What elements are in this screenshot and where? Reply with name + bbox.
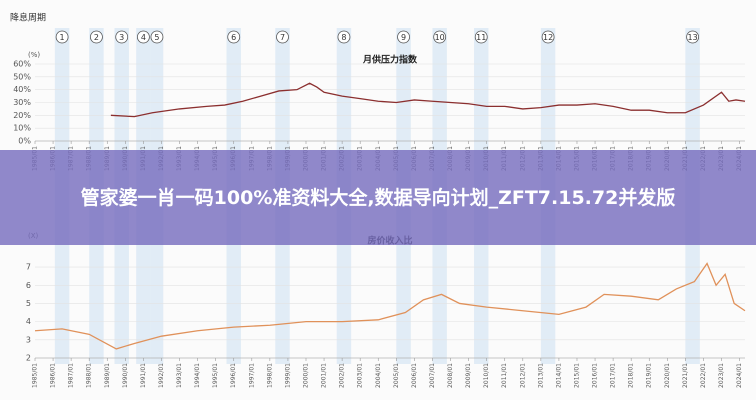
cycle-marker bbox=[541, 30, 555, 44]
cycle-marker bbox=[474, 30, 488, 44]
y-tick-label: 30% bbox=[13, 98, 31, 107]
x-tick-label: 2021/01 bbox=[682, 363, 689, 388]
banner: 管家婆一肖一码100%准资料大全,数据导向计划_ZFT7.15.72并发版 bbox=[0, 150, 756, 245]
cycle-number: 4 bbox=[141, 33, 146, 42]
cycle-marker bbox=[397, 30, 410, 44]
x-tick-label: 1990/01 bbox=[122, 363, 129, 388]
y-tick-label: 4 bbox=[26, 317, 31, 326]
cycle-number: 6 bbox=[231, 33, 236, 42]
cycle-marker bbox=[150, 30, 164, 44]
x-tick-label: 2007/01 bbox=[429, 363, 436, 388]
x-tick-label: 2006/01 bbox=[411, 363, 418, 388]
x-tick-label: 2001/01 bbox=[321, 363, 328, 388]
x-tick-label: 2010/01 bbox=[483, 363, 490, 388]
cycle-marker bbox=[55, 30, 69, 44]
y-tick-label: 50% bbox=[13, 72, 31, 81]
cycle-marker bbox=[90, 30, 103, 44]
x-tick-label: 2017/01 bbox=[610, 363, 617, 388]
cycle-marker bbox=[686, 30, 700, 44]
x-tick-label: 2008/01 bbox=[447, 363, 454, 388]
x-tick-label: 2011/01 bbox=[501, 363, 508, 388]
line bbox=[110, 82, 746, 118]
x-tick-label: 2013/01 bbox=[537, 363, 544, 388]
x-tick-label: 1996/01 bbox=[230, 363, 237, 388]
x-tick-label: 1999/01 bbox=[284, 363, 291, 388]
x-tick-label: 2016/01 bbox=[592, 363, 599, 388]
banner-text: 管家婆一肖一码100%准资料大全,数据导向计划_ZFT7.15.72并发版 bbox=[80, 186, 676, 209]
x-tick-label: 1988/01 bbox=[86, 363, 93, 388]
x-tick-label: 2018/01 bbox=[628, 363, 635, 388]
cycle-number: 9 bbox=[401, 33, 406, 42]
cycle-marker bbox=[276, 30, 289, 44]
x-tick-label: 2005/01 bbox=[393, 363, 400, 388]
x-tick-label: 2024/01 bbox=[736, 363, 743, 388]
chart-title: 月供压力指数 bbox=[362, 54, 418, 66]
cycle-number: 1 bbox=[60, 33, 65, 42]
x-tick-label: 2002/01 bbox=[339, 363, 346, 388]
y-tick-label: 40% bbox=[13, 85, 31, 94]
y-unit: (%) bbox=[28, 51, 40, 59]
x-tick-label: 2000/01 bbox=[302, 363, 309, 388]
y-tick-label: 60% bbox=[13, 60, 31, 69]
cycle-marker bbox=[433, 30, 447, 44]
cycle-number: 2 bbox=[94, 33, 99, 42]
y-tick-label: 3 bbox=[26, 335, 31, 344]
cycle-number: 3 bbox=[119, 33, 124, 42]
x-tick-label: 2015/01 bbox=[573, 363, 580, 388]
y-tick-label: 7 bbox=[26, 263, 31, 272]
x-tick-label: 1989/01 bbox=[104, 363, 111, 388]
cycle-marker bbox=[227, 30, 241, 44]
y-tick-label: 2 bbox=[26, 354, 31, 363]
cycle-marker bbox=[115, 30, 129, 44]
x-tick-label: 2022/01 bbox=[700, 363, 707, 388]
x-tick-label: 1994/01 bbox=[194, 363, 201, 388]
y-tick-label: 5 bbox=[26, 299, 31, 308]
x-tick-label: 2009/01 bbox=[465, 363, 472, 388]
cycle-number: 10 bbox=[435, 33, 445, 42]
x-tick-label: 1995/01 bbox=[212, 363, 219, 388]
x-tick-label: 1985/01 bbox=[32, 363, 39, 388]
y-tick-label: 0% bbox=[18, 137, 31, 146]
x-tick-label: 1986/01 bbox=[50, 363, 57, 388]
cycle-number: 12 bbox=[543, 33, 553, 42]
x-tick-label: 2012/01 bbox=[519, 363, 526, 388]
cycles-label: 降息周期 bbox=[10, 12, 46, 24]
x-tick-label: 1991/01 bbox=[140, 363, 147, 388]
line bbox=[34, 262, 746, 350]
cycle-number: 13 bbox=[688, 33, 698, 42]
y-tick-label: 6 bbox=[26, 281, 31, 290]
x-tick-label: 2020/01 bbox=[664, 363, 671, 388]
x-tick-label: 1993/01 bbox=[176, 363, 183, 388]
cycle-number: 8 bbox=[341, 33, 346, 42]
x-tick-label: 2023/01 bbox=[718, 363, 725, 388]
cycle-number: 7 bbox=[280, 33, 285, 42]
y-tick-label: 20% bbox=[13, 111, 31, 120]
cycle-number: 5 bbox=[154, 33, 159, 42]
x-tick-label: 2003/01 bbox=[357, 363, 364, 388]
x-tick-label: 1992/01 bbox=[158, 363, 165, 388]
x-tick-label: 1997/01 bbox=[248, 363, 255, 388]
x-tick-label: 2014/01 bbox=[555, 363, 562, 388]
cycle-marker bbox=[337, 30, 351, 44]
x-tick-label: 2019/01 bbox=[646, 363, 653, 388]
cycle-marker bbox=[136, 30, 150, 44]
x-tick-label: 1987/01 bbox=[68, 363, 75, 388]
cycle-number: 11 bbox=[476, 33, 486, 42]
y-tick-label: 10% bbox=[13, 124, 31, 133]
x-tick-label: 2004/01 bbox=[375, 363, 382, 388]
x-tick-label: 1998/01 bbox=[266, 363, 273, 388]
